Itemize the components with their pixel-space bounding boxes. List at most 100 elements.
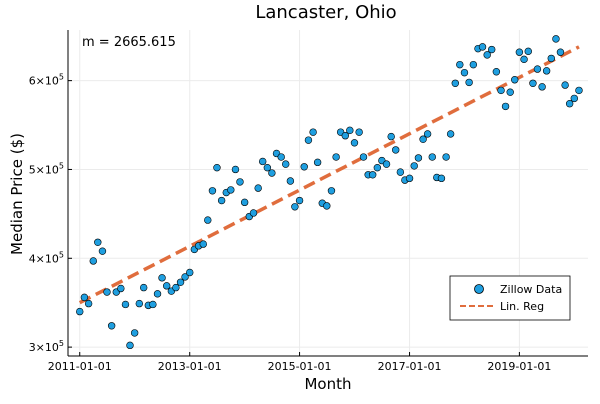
y-tick-exponent: 5 — [59, 161, 64, 170]
y-tick-mantissa: 6×10 — [29, 75, 59, 88]
data-point — [442, 153, 450, 161]
data-point — [139, 283, 148, 292]
data-point — [135, 299, 144, 308]
data-point — [227, 186, 235, 194]
data-point — [552, 35, 560, 43]
data-point — [121, 300, 130, 309]
grid — [68, 30, 588, 356]
slope-annotation: m = 2665.615 — [82, 35, 176, 50]
data-point — [130, 329, 139, 337]
data-point — [149, 300, 157, 309]
y-tick-exponent: 5 — [59, 339, 64, 348]
data-point — [94, 238, 102, 246]
data-point — [373, 163, 382, 172]
data-point — [176, 278, 185, 286]
y-axis-label: Median Price ($) — [8, 133, 26, 255]
data-point — [350, 139, 359, 147]
data-point — [107, 322, 116, 330]
data-point — [213, 163, 221, 172]
data-point — [405, 174, 414, 183]
data-point — [231, 165, 240, 174]
data-point — [346, 126, 354, 135]
data-point — [204, 216, 212, 224]
data-point — [506, 88, 514, 96]
y-tick-exponent: 5 — [59, 250, 64, 259]
data-point — [258, 157, 267, 166]
data-point — [382, 160, 391, 168]
data-point — [547, 54, 555, 63]
data-point — [295, 196, 304, 205]
data-point — [392, 146, 400, 154]
data-point — [186, 268, 194, 277]
data-point — [89, 257, 97, 265]
data-point — [291, 203, 299, 211]
data-point — [76, 307, 84, 316]
data-point — [492, 68, 501, 76]
y-tick-mantissa: 3×10 — [29, 341, 59, 354]
data-point — [208, 187, 217, 195]
data-point — [300, 163, 308, 171]
y-tick-mantissa: 5×10 — [29, 163, 59, 176]
data-point — [428, 153, 436, 161]
data-point — [84, 299, 93, 308]
legend-label: Zillow Data — [500, 283, 562, 296]
data-point — [575, 86, 583, 95]
data-point — [313, 158, 322, 167]
data-point — [488, 45, 496, 54]
data-point — [359, 153, 368, 161]
data-point — [460, 68, 469, 77]
data-point — [565, 100, 574, 108]
data-point — [423, 130, 432, 138]
data-point — [181, 273, 189, 281]
x-tick-label: 2013-01-01 — [158, 360, 222, 373]
data-point — [515, 48, 524, 56]
data-point — [163, 282, 171, 290]
data-point — [268, 169, 276, 177]
legend-marker-scatter — [474, 284, 484, 294]
data-point — [332, 153, 340, 161]
x-tick-label: 2017-01-01 — [378, 360, 442, 373]
data-point — [520, 55, 528, 64]
data-point — [465, 78, 473, 87]
data-point — [497, 86, 505, 95]
data-point — [511, 76, 519, 84]
data-point — [217, 196, 226, 205]
data-point — [254, 184, 262, 192]
data-point — [286, 177, 295, 185]
data-point — [451, 79, 459, 87]
legend-label: Lin. Reg — [500, 300, 544, 313]
data-point — [529, 79, 537, 87]
x-tick-label: 2019-01-01 — [487, 360, 551, 373]
data-point — [355, 128, 363, 136]
data-point — [327, 187, 336, 195]
y-tick-label: 3×105 — [29, 339, 64, 354]
data-point — [80, 293, 89, 302]
y-tick-label: 5×105 — [29, 161, 64, 176]
data-point — [469, 60, 478, 69]
data-point — [282, 160, 290, 168]
legend: Zillow Data Lin. Reg — [449, 275, 571, 321]
data-point — [236, 178, 244, 186]
data-point — [524, 47, 532, 56]
data-point — [396, 168, 405, 176]
data-point — [117, 284, 125, 293]
data-point — [341, 132, 350, 140]
data-point — [277, 153, 285, 161]
y-tick-label: 6×105 — [29, 73, 64, 88]
data-point — [249, 209, 258, 217]
data-point — [98, 247, 107, 255]
y-tick-label: 4×105 — [29, 250, 64, 265]
data-point — [263, 163, 272, 172]
legend-box — [449, 275, 571, 321]
y-tick-exponent: 5 — [59, 73, 64, 82]
data-point — [501, 102, 510, 111]
data-point — [304, 136, 313, 144]
chart-title: Lancaster, Ohio — [255, 2, 396, 23]
data-point — [153, 290, 162, 298]
data-point — [199, 240, 207, 248]
data-point — [556, 48, 565, 56]
x-tick-label: 2015-01-01 — [268, 360, 332, 373]
regression-line — [78, 45, 580, 305]
